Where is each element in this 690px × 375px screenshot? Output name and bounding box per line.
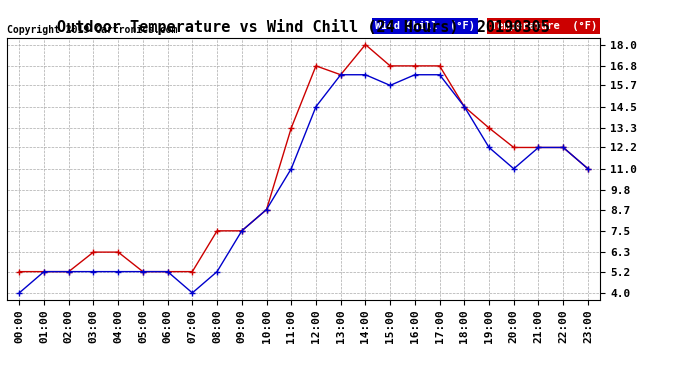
Text: Copyright 2019 Cartronics.com: Copyright 2019 Cartronics.com: [7, 25, 177, 35]
Text: Temperature  (°F): Temperature (°F): [491, 21, 597, 31]
Text: Wind Chill  (°F): Wind Chill (°F): [375, 21, 475, 31]
Title: Outdoor Temperature vs Wind Chill (24 Hours)  20190305: Outdoor Temperature vs Wind Chill (24 Ho…: [57, 19, 550, 35]
